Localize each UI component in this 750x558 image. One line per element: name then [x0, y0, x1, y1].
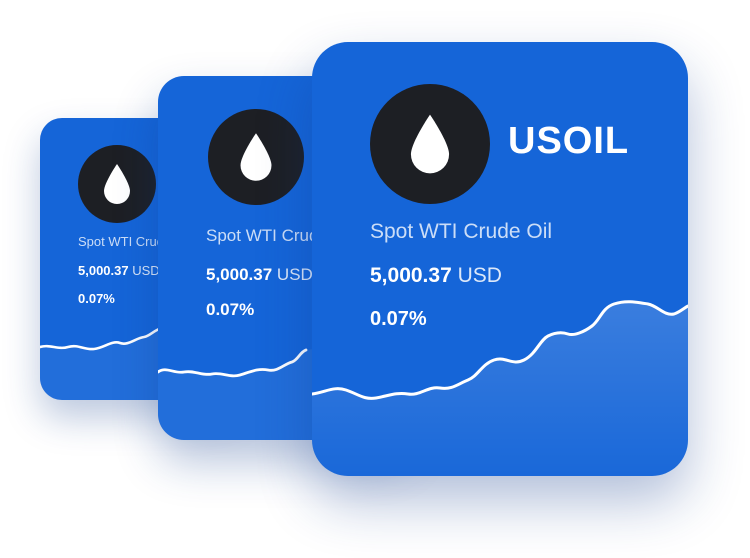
asset-symbol: USOIL	[508, 120, 630, 162]
price-currency: USD	[276, 265, 313, 284]
asset-price: 5,000.37 USD	[78, 263, 160, 278]
asset-name: Spot WTI Crude Oil	[370, 220, 553, 243]
price-currency: USD	[457, 264, 502, 287]
price-change: 0.07%	[370, 308, 427, 330]
asset-price: 5,000.37 USD	[206, 265, 313, 285]
price-sparkline	[312, 300, 688, 476]
price-change: 0.07%	[78, 291, 115, 306]
price-value: 5,000.37	[370, 264, 452, 287]
price-currency: USD	[132, 263, 160, 278]
price-value: 5,000.37	[206, 265, 273, 284]
oil-drop-icon	[208, 109, 304, 205]
oil-drop-icon	[78, 145, 156, 223]
oil-drop-icon	[370, 84, 490, 204]
price-change: 0.07%	[206, 300, 255, 319]
asset-card-front[interactable]: USOIL Spot WTI Crude Oil 5,000.37 USD 0.…	[312, 42, 688, 476]
asset-price: 5,000.37 USD	[370, 264, 502, 288]
price-value: 5,000.37	[78, 263, 129, 278]
